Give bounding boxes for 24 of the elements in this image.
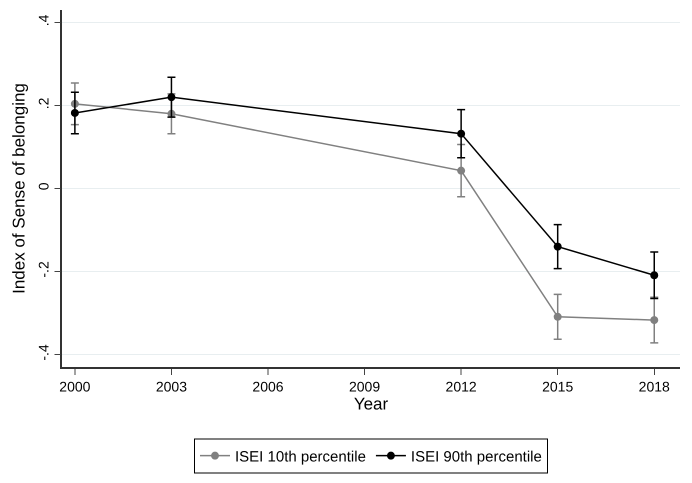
y-tick-label: -.4: [36, 344, 52, 361]
y-axis-title: Index of Sense of belonging: [10, 83, 29, 294]
legend-label: ISEI 90th percentile: [410, 448, 542, 466]
point: [650, 271, 658, 280]
x-tick-label: 2009: [348, 378, 380, 395]
point: [70, 108, 79, 117]
point: [554, 312, 562, 321]
x-axis-title: Year: [354, 394, 389, 414]
point: [554, 242, 562, 251]
y-tick-label: .4: [36, 14, 52, 26]
point: [457, 166, 466, 175]
legend-label: ISEI 10th percentile: [235, 448, 366, 466]
y-tick-label: .2: [36, 97, 52, 110]
x-tick-label: 2015: [542, 378, 574, 395]
x-tick-label: 2018: [638, 378, 670, 395]
y-tick-label: -.2: [36, 261, 52, 278]
point: [457, 130, 466, 138]
x-tick-label: 2000: [59, 378, 91, 395]
point: [650, 316, 658, 324]
x-tick-label: 2006: [252, 378, 284, 395]
x-tick-label: 2003: [156, 378, 188, 395]
y-tick-label: 0: [36, 182, 52, 190]
point: [167, 93, 176, 102]
x-tick-label: 2012: [446, 378, 477, 395]
